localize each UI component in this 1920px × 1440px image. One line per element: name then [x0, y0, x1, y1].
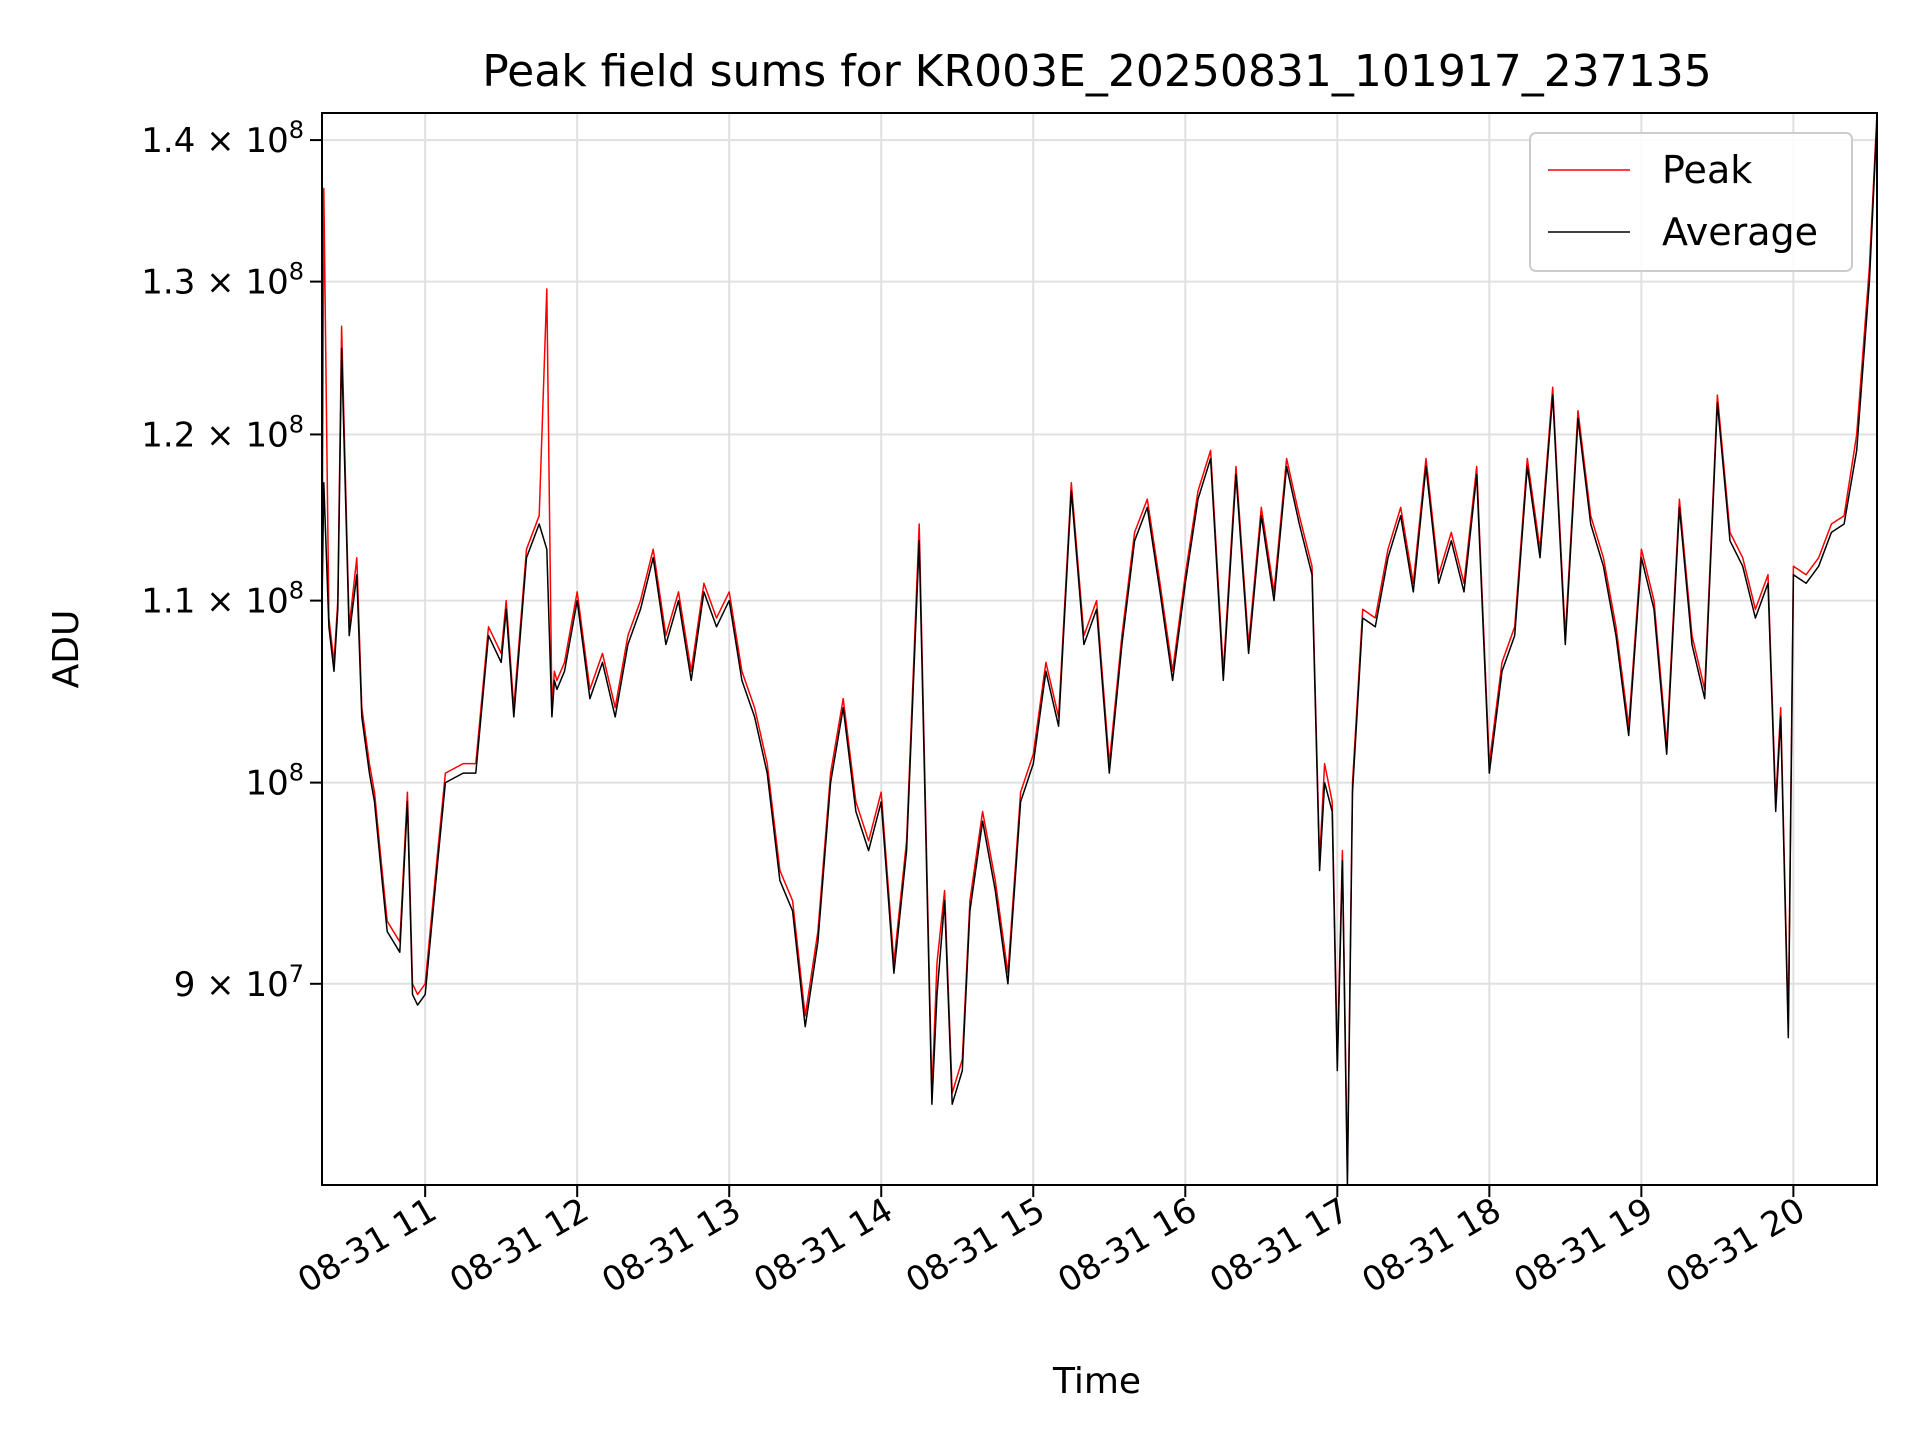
- legend-label-peak: Peak: [1662, 148, 1752, 192]
- y-tick-base: 9 × 10: [174, 965, 289, 1005]
- y-tick-label: 1.2 × 108: [141, 410, 304, 455]
- legend-label-average: Average: [1662, 210, 1818, 254]
- grid-lines: [322, 113, 1877, 1185]
- y-tick-label: 1.3 × 108: [141, 258, 304, 303]
- y-axis-label: ADU: [46, 610, 87, 689]
- y-tick-exponent: 8: [289, 258, 304, 286]
- legend: Peak Average: [1529, 132, 1853, 272]
- y-tick-base: 1.3 × 10: [141, 263, 288, 303]
- y-tick-exponent: 8: [289, 577, 304, 605]
- y-tick-base: 1.4 × 10: [141, 121, 288, 161]
- y-tick-exponent: 8: [289, 116, 304, 144]
- chart-title: Peak field sums for KR003E_20250831_1019…: [482, 46, 1712, 97]
- y-tick-base: 1.2 × 10: [141, 415, 288, 455]
- series-line-peak: [322, 113, 1877, 1174]
- legend-box: [1529, 132, 1853, 272]
- y-tick-exponent: 7: [289, 960, 304, 988]
- axes-frame: [321, 112, 1878, 1186]
- y-tick-base: 1.1 × 10: [141, 582, 288, 622]
- y-tick-label: 108: [245, 759, 304, 804]
- y-tick-exponent: 8: [289, 410, 304, 438]
- y-tick-base: 10: [245, 764, 288, 804]
- y-tick-exponent: 8: [289, 759, 304, 787]
- y-tick-label: 9 × 107: [174, 960, 304, 1005]
- x-axis-label: Time: [1052, 1361, 1141, 1402]
- plot-area: [322, 113, 1877, 1185]
- series-line-average: [322, 119, 1877, 1185]
- y-tick-label: 1.4 × 108: [141, 116, 304, 161]
- y-tick-label: 1.1 × 108: [141, 577, 304, 622]
